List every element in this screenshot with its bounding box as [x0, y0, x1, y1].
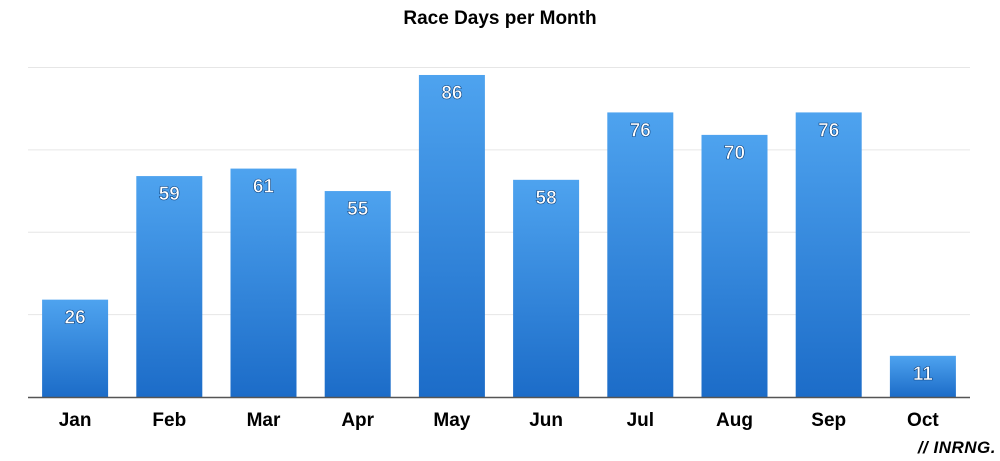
x-tick-may: May	[433, 410, 470, 431]
bar-sep	[795, 112, 862, 397]
bar-apr	[324, 191, 391, 397]
x-tick-jan: Jan	[59, 410, 92, 431]
data-label-jun: 58	[536, 188, 557, 209]
data-labels: 26 59 61 55 86 58 76 70 76 11	[64, 83, 934, 385]
data-label-feb: 59	[159, 184, 180, 205]
x-tick-mar: Mar	[247, 410, 281, 431]
x-tick-apr: Apr	[341, 410, 374, 431]
bars	[42, 74, 956, 397]
data-label-jan: 26	[65, 308, 86, 329]
bar-feb	[136, 176, 203, 397]
bar-jun	[513, 179, 580, 397]
x-tick-sep: Sep	[811, 410, 846, 431]
x-tick-jun: Jun	[529, 410, 563, 431]
x-tick-oct: Oct	[907, 410, 939, 431]
x-tick-aug: Aug	[716, 410, 753, 431]
data-label-jul: 76	[630, 120, 651, 141]
data-label-mar: 61	[253, 177, 275, 198]
data-label-sep: 76	[818, 120, 839, 141]
data-label-oct: 11	[913, 364, 934, 385]
data-label-aug: 70	[724, 143, 745, 164]
chart-title: Race Days per Month	[403, 8, 597, 29]
data-label-apr: 55	[347, 199, 369, 220]
x-tick-feb: Feb	[152, 410, 186, 431]
bar-oct	[889, 355, 956, 397]
data-label-may: 86	[441, 83, 462, 104]
bar-may	[418, 74, 485, 397]
bar-aug	[701, 134, 768, 397]
bar-mar	[230, 168, 297, 397]
bar-jul	[607, 112, 674, 397]
inrng-watermark: // INRNG.	[917, 438, 996, 457]
x-tick-labels: Jan Feb Mar Apr May Jun Jul Aug Sep Oct	[59, 410, 940, 431]
x-tick-jul: Jul	[627, 410, 654, 431]
bar-jan	[42, 299, 109, 397]
